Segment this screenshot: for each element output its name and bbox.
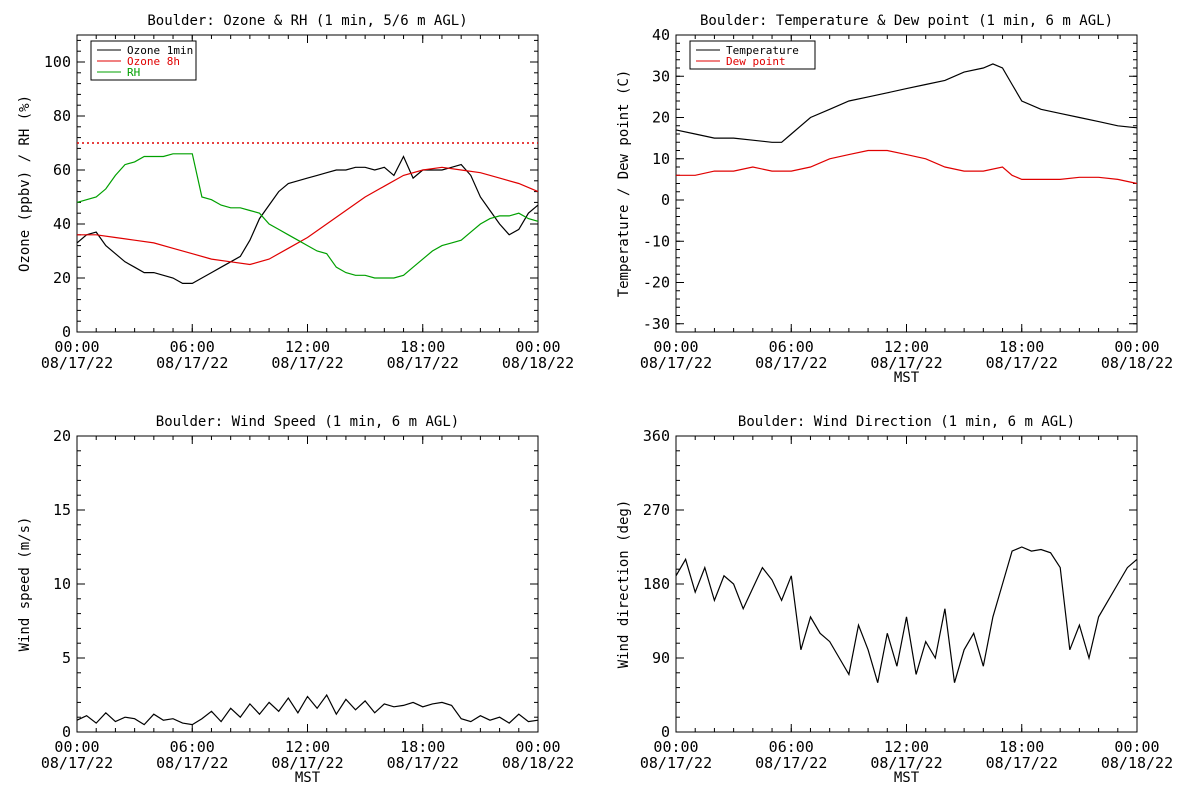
x-tick-date: 08/17/22	[640, 754, 712, 772]
legend-label: Ozone 8h	[127, 55, 180, 68]
x-tick-time: 00:00	[653, 338, 698, 356]
y-axis-label: Ozone (ppbv) / RH (%)	[17, 95, 33, 272]
x-axis-label: MST	[894, 770, 920, 786]
x-tick-date: 08/17/22	[986, 354, 1058, 372]
y-tick-label: -10	[643, 232, 670, 250]
y-tick-label: 90	[652, 649, 670, 667]
y-tick-label: 15	[53, 501, 71, 519]
x-tick-date: 08/17/22	[986, 754, 1058, 772]
x-tick-time: 00:00	[515, 338, 560, 356]
x-tick-date: 08/18/22	[502, 354, 574, 372]
x-tick-time: 00:00	[515, 738, 560, 756]
x-tick-date: 08/18/22	[1101, 754, 1173, 772]
x-tick-date: 08/17/22	[387, 354, 459, 372]
x-tick-time: 18:00	[400, 738, 445, 756]
y-tick-label: 10	[652, 150, 670, 168]
x-tick-time: 18:00	[999, 738, 1044, 756]
x-tick-time: 12:00	[884, 738, 929, 756]
y-tick-label: 180	[643, 575, 670, 593]
y-tick-label: 10	[53, 575, 71, 593]
y-tick-label: 0	[62, 723, 71, 741]
x-tick-time: 00:00	[1114, 338, 1159, 356]
x-tick-date: 08/18/22	[1101, 354, 1173, 372]
y-tick-label: 80	[53, 107, 71, 125]
x-tick-date: 08/17/22	[156, 354, 228, 372]
x-tick-time: 12:00	[285, 738, 330, 756]
x-tick-time: 00:00	[653, 738, 698, 756]
legend-label: Dew point	[726, 55, 786, 68]
x-tick-date: 08/17/22	[387, 754, 459, 772]
y-axis-label: Temperature / Dew point (C)	[616, 70, 632, 298]
x-tick-time: 00:00	[54, 738, 99, 756]
x-tick-date: 08/17/22	[755, 754, 827, 772]
legend-box	[689, 40, 816, 70]
y-tick-label: 60	[53, 161, 71, 179]
x-tick-time: 06:00	[170, 738, 215, 756]
chart-title: Boulder: Temperature & Dew point (1 min,…	[700, 13, 1113, 29]
temperature-dewpoint-panel: Boulder: Temperature & Dew point (1 min,…	[616, 13, 1173, 386]
wind-speed-panel: Boulder: Wind Speed (1 min, 6 m AGL) 0 5 10…	[17, 414, 574, 786]
x-tick-date: 08/17/22	[156, 754, 228, 772]
x-tick-date: 08/17/22	[41, 354, 113, 372]
x-tick-time: 06:00	[769, 338, 814, 356]
y-tick-label: 5	[62, 649, 71, 667]
series-line	[675, 546, 1138, 683]
y-tick-label: 0	[661, 191, 670, 209]
plot-frame	[675, 34, 1138, 333]
x-tick-time: 06:00	[170, 338, 215, 356]
chart-title: Boulder: Wind Speed (1 min, 6 m AGL)	[156, 414, 459, 430]
y-tick-label: 360	[643, 427, 670, 445]
series-ozone-1min	[76, 155, 539, 284]
x-tick-time: 12:00	[884, 338, 929, 356]
x-tick-time: 18:00	[400, 338, 445, 356]
plot-frame	[675, 435, 1138, 733]
x-tick-date: 08/17/22	[271, 754, 343, 772]
series-rh	[76, 153, 539, 279]
legend-label: RH	[127, 66, 140, 79]
x-tick-time: 18:00	[999, 338, 1044, 356]
y-tick-label: 20	[53, 427, 71, 445]
series-dew-point	[676, 149, 1138, 185]
y-tick-label: 40	[652, 26, 670, 44]
wind-direction-panel: Boulder: Wind Direction (1 min, 6 m AGL)…	[616, 414, 1173, 786]
x-tick-date: 08/17/22	[640, 354, 712, 372]
x-tick-date: 08/17/22	[870, 754, 942, 772]
y-tick-label: 20	[652, 109, 670, 127]
y-tick-label: 100	[44, 53, 71, 71]
y-tick-label: 0	[62, 323, 71, 341]
x-axis-label: MST	[894, 370, 920, 386]
x-tick-date: 08/17/22	[755, 354, 827, 372]
series-ozone-8h	[77, 166, 539, 266]
chart-title: Boulder: Wind Direction (1 min, 6 m AGL)	[738, 414, 1075, 430]
x-tick-time: 00:00	[1114, 738, 1159, 756]
x-axis-label: MST	[295, 770, 321, 786]
y-tick-label: 30	[652, 67, 670, 85]
y-axis-label: Wind direction (deg)	[616, 500, 632, 669]
series-temperature	[675, 63, 1138, 143]
x-tick-time: 00:00	[54, 338, 99, 356]
x-tick-date: 08/17/22	[870, 354, 942, 372]
x-tick-date: 08/17/22	[41, 754, 113, 772]
legend-label: Ozone 1min	[127, 44, 193, 57]
chart-title: Boulder: Ozone & RH (1 min, 5/6 m AGL)	[147, 13, 467, 29]
x-tick-date: 08/17/22	[271, 354, 343, 372]
y-tick-label: 40	[53, 215, 71, 233]
y-tick-label: -20	[643, 274, 670, 292]
x-tick-date: 08/18/22	[502, 754, 574, 772]
ozone-rh-panel: Boulder: Ozone & RH (1 min, 5/6 m AGL) 0 2…	[17, 13, 574, 372]
x-tick-time: 06:00	[769, 738, 814, 756]
x-tick-time: 12:00	[285, 338, 330, 356]
y-tick-label: 0	[661, 723, 670, 741]
y-tick-label: 20	[53, 269, 71, 287]
series-line	[76, 693, 539, 726]
y-axis-label: Wind speed (m/s)	[17, 517, 33, 652]
legend-label: Temperature	[726, 44, 799, 57]
plot-frame	[76, 435, 539, 733]
y-tick-label: -30	[643, 315, 670, 333]
y-tick-label: 270	[643, 501, 670, 519]
